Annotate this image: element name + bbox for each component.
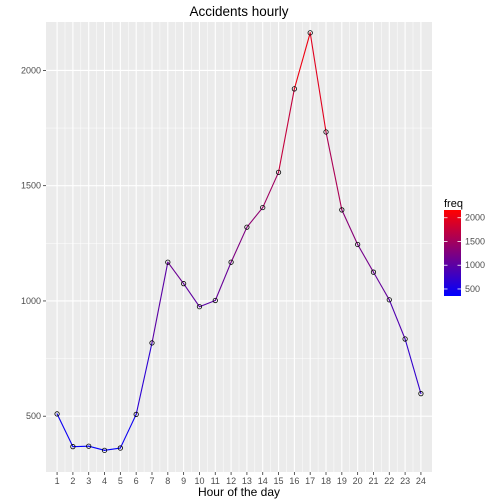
data-point — [117, 445, 123, 451]
series-segment — [167, 261, 185, 285]
x-tick-label: 14 — [258, 476, 268, 486]
major-gridlines — [46, 22, 432, 472]
series-segment — [357, 243, 375, 273]
data-point — [86, 443, 92, 449]
x-tick-label: 4 — [102, 476, 107, 486]
data-point — [291, 86, 297, 92]
x-tick-label: 12 — [226, 476, 236, 486]
legend-label: 1500 — [465, 236, 485, 246]
series-segment — [183, 283, 201, 308]
data-point — [165, 259, 171, 265]
minor-gridlines — [46, 22, 432, 472]
legend: freq 500 1000 1500 2000 — [444, 198, 485, 296]
series-segment — [372, 271, 390, 301]
x-tick-label: 5 — [118, 476, 123, 486]
x-tick-label: 9 — [181, 476, 186, 486]
data-point — [386, 297, 392, 303]
data-point — [181, 281, 187, 287]
x-axis: 1 2 3 4 5 6 7 8 9 10 11 12 13 14 15 16 17 18 19 20 21 22 23 24 — [55, 472, 426, 486]
x-tick-label: 2 — [70, 476, 75, 486]
series-segment — [246, 207, 264, 228]
legend-label: 2000 — [465, 213, 485, 223]
x-tick-label: 22 — [384, 476, 394, 486]
series-segment — [135, 342, 153, 415]
x-tick-label: 8 — [165, 476, 170, 486]
legend-colorbar — [444, 210, 461, 296]
y-axis: 500 1000 1500 2000 — [21, 65, 46, 421]
chart-title: Accidents hourly — [189, 4, 288, 19]
y-tick-label: 1500 — [21, 181, 41, 191]
data-point — [133, 411, 139, 417]
series-segment — [230, 226, 248, 263]
data-point — [355, 241, 361, 248]
series-segment — [309, 32, 327, 133]
series-segment — [214, 261, 232, 302]
data-point — [402, 336, 408, 342]
series-segment — [103, 447, 121, 451]
data-point — [196, 304, 203, 310]
series-segment — [404, 338, 422, 395]
x-tick-label: 1 — [55, 476, 60, 486]
y-tick-label: 500 — [26, 411, 41, 421]
series-segment — [341, 209, 359, 246]
legend-title: freq — [444, 198, 463, 210]
x-tick-label: 15 — [274, 476, 284, 486]
y-tick-label: 1000 — [21, 296, 41, 306]
series-segment — [388, 299, 406, 340]
x-tick-label: 11 — [211, 476, 220, 486]
series-segment — [151, 261, 169, 344]
series-segment — [88, 445, 106, 451]
data-point — [370, 269, 377, 275]
x-tick-label: 3 — [86, 476, 91, 486]
x-tick-label: 13 — [242, 476, 252, 486]
series-segment — [293, 32, 311, 90]
data-point — [339, 207, 345, 213]
series-segment — [119, 413, 137, 449]
series-segment — [325, 131, 343, 211]
y-tick-label: 2000 — [21, 65, 41, 75]
x-tick-label: 20 — [353, 476, 363, 486]
x-tick-label: 16 — [289, 476, 299, 486]
x-tick-label: 17 — [305, 476, 315, 486]
x-tick-label: 24 — [416, 476, 426, 486]
data-point — [260, 204, 266, 211]
data-point — [418, 391, 424, 397]
x-tick-label: 19 — [337, 476, 347, 486]
data-point — [323, 129, 329, 135]
x-tick-label: 23 — [400, 476, 410, 486]
legend-ticks: 500 1000 1500 2000 — [444, 213, 485, 294]
series-segment — [277, 88, 295, 173]
x-tick-label: 21 — [368, 476, 378, 486]
data-point — [149, 340, 155, 346]
data-points — [54, 30, 424, 453]
x-tick-label: 18 — [321, 476, 331, 486]
x-tick-label: 6 — [134, 476, 139, 486]
data-point — [228, 259, 234, 265]
x-axis-title: Hour of the day — [198, 485, 280, 499]
series-segment — [198, 299, 216, 308]
data-point — [212, 297, 218, 304]
data-point — [307, 30, 313, 36]
x-tick-label: 7 — [149, 476, 154, 486]
data-point — [70, 444, 76, 450]
series-segment — [262, 171, 280, 209]
data-point — [101, 447, 108, 453]
data-point — [54, 411, 60, 417]
data-point — [275, 169, 282, 175]
legend-label: 500 — [465, 284, 480, 294]
series-segment — [56, 413, 74, 448]
series-freq — [56, 32, 422, 451]
data-point — [244, 224, 250, 230]
x-tick-label: 10 — [194, 476, 204, 486]
legend-label: 1000 — [465, 260, 485, 270]
